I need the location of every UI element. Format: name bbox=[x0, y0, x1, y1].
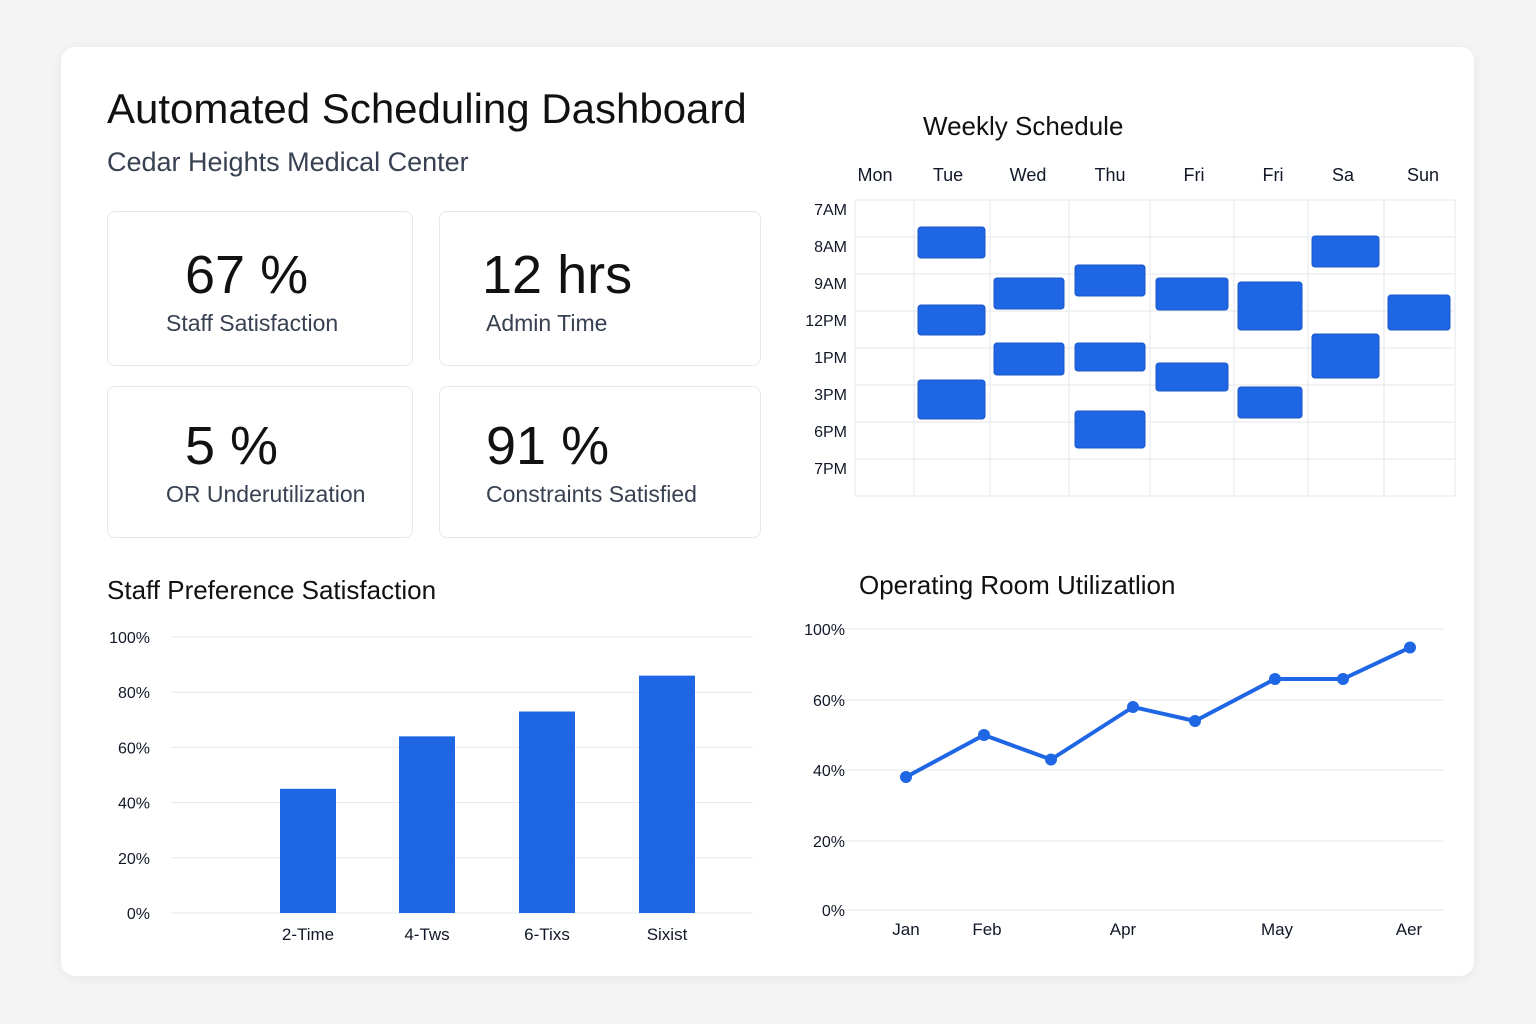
shift-block bbox=[1237, 281, 1303, 331]
shift-block bbox=[917, 304, 986, 336]
line-xtick-label: Aer bbox=[1396, 920, 1423, 939]
shift-block bbox=[1155, 362, 1229, 392]
time-label-2: 9AM bbox=[814, 276, 847, 293]
kpi-value: 12 hrs bbox=[482, 245, 633, 305]
time-label-1: 8AM bbox=[814, 239, 847, 256]
kpi-card-admin-time: 12 hrs Admin Time bbox=[439, 211, 761, 366]
shift-block bbox=[1074, 410, 1146, 449]
day-header-1: Tue bbox=[933, 165, 963, 185]
shift-block bbox=[993, 277, 1065, 310]
dashboard-card: Automated Scheduling Dashboard Cedar Hei… bbox=[61, 47, 1474, 976]
bar-xtick-label: 6-Tixs bbox=[524, 925, 570, 944]
line-ytick-label: 20% bbox=[813, 834, 845, 851]
time-label-0: 7AM bbox=[814, 202, 847, 219]
page-title: Automated Scheduling Dashboard bbox=[107, 85, 747, 132]
page-subtitle: Cedar Heights Medical Center bbox=[107, 147, 469, 177]
line-ytick-label: 100% bbox=[804, 622, 845, 639]
kpi-value: 67 % bbox=[185, 245, 309, 305]
bar-6-Tixs bbox=[519, 711, 575, 913]
utilization-point bbox=[978, 729, 990, 741]
bar-Sixist bbox=[639, 675, 695, 913]
shift-block bbox=[1074, 342, 1146, 372]
preference-bar-chart: 100% 80% 60% 40% 20% 0% 2-Time 4-Tws 6-Tixs Sixis… bbox=[109, 630, 753, 944]
utilization-point bbox=[1127, 701, 1139, 713]
line-ytick-label: 0% bbox=[822, 903, 845, 920]
time-label-3: 12PM bbox=[805, 313, 847, 330]
bar-xtick-label: 2-Time bbox=[282, 925, 334, 944]
day-header-2: Wed bbox=[1010, 165, 1047, 185]
day-header-0: Mon bbox=[857, 165, 892, 185]
bar-ytick-label: 20% bbox=[118, 851, 150, 868]
kpi-value: 91 % bbox=[486, 416, 610, 476]
utilization-point bbox=[1269, 673, 1281, 685]
day-header-7: Sun bbox=[1407, 165, 1439, 185]
or-utilization-line-chart: 100% 60% 40% 20% 0% Jan Feb Apr May Aer bbox=[804, 622, 1444, 939]
shift-block bbox=[1311, 333, 1380, 379]
time-label-7: 7PM bbox=[814, 461, 847, 478]
or-chart-title: Operating Room Utilizatlion bbox=[859, 570, 1176, 600]
time-label-5: 3PM bbox=[814, 387, 847, 404]
day-header-3: Thu bbox=[1094, 165, 1125, 185]
day-header-4: Fri bbox=[1184, 165, 1205, 185]
shift-block bbox=[1311, 235, 1380, 268]
bar-2-Time bbox=[280, 788, 336, 913]
kpi-card-or-underutilization: 5 % OR Underutilization bbox=[107, 386, 413, 538]
line-ytick-label: 40% bbox=[813, 763, 845, 780]
bar-4-Tws bbox=[399, 736, 455, 913]
utilization-point bbox=[1337, 673, 1349, 685]
utilization-point bbox=[1404, 641, 1416, 654]
utilization-point bbox=[900, 771, 912, 783]
bar-xtick-label: Sixist bbox=[647, 925, 688, 944]
line-xtick-label: Apr bbox=[1110, 920, 1137, 939]
utilization-point bbox=[1189, 715, 1201, 727]
time-label-4: 1PM bbox=[814, 350, 847, 367]
line-xtick-label: Jan bbox=[892, 920, 919, 939]
line-xtick-label: May bbox=[1261, 920, 1294, 939]
kpi-card-staff-satisfaction: 67 % Staff Satisfaction bbox=[107, 211, 413, 366]
weekly-schedule-grid: Mon Tue Wed Thu Fri Fri Sa Sun 7AM 8AM 9AM 12PM 1PM 3… bbox=[805, 165, 1456, 497]
shift-block bbox=[1387, 294, 1451, 331]
utilization-point bbox=[1045, 753, 1057, 766]
shift-block bbox=[1074, 264, 1146, 297]
bar-xtick-label: 4-Tws bbox=[404, 925, 449, 944]
kpi-value: 5 % bbox=[185, 416, 279, 476]
kpi-label: OR Underutilization bbox=[166, 481, 366, 507]
utilization-line bbox=[905, 645, 1411, 779]
bar-ytick-label: 40% bbox=[118, 796, 150, 813]
shift-block bbox=[1237, 386, 1303, 419]
bar-ytick-label: 60% bbox=[118, 740, 150, 757]
bar-ytick-label: 80% bbox=[118, 685, 150, 702]
shift-block bbox=[917, 226, 986, 259]
preference-chart-title: Staff Preference Satisfaction bbox=[107, 575, 437, 605]
kpi-label: Admin Time bbox=[486, 310, 608, 336]
shift-block bbox=[1155, 277, 1229, 311]
schedule-title: Weekly Schedule bbox=[923, 111, 1124, 141]
time-label-6: 6PM bbox=[814, 424, 847, 441]
day-header-6: Sa bbox=[1332, 165, 1355, 185]
bar-ytick-label: 0% bbox=[127, 906, 150, 923]
kpi-label: Constraints Satisfied bbox=[486, 481, 697, 507]
line-ytick-label: 60% bbox=[813, 693, 845, 710]
kpi-card-constraints-satisfied: 91 % Constraints Satisfied bbox=[439, 386, 761, 538]
kpi-label: Staff Satisfaction bbox=[166, 310, 339, 336]
day-header-5: Fri bbox=[1263, 165, 1284, 185]
shift-block bbox=[917, 379, 986, 420]
bar-ytick-label: 100% bbox=[109, 630, 150, 647]
line-xtick-label: Feb bbox=[972, 920, 1001, 939]
shift-block bbox=[993, 342, 1065, 376]
